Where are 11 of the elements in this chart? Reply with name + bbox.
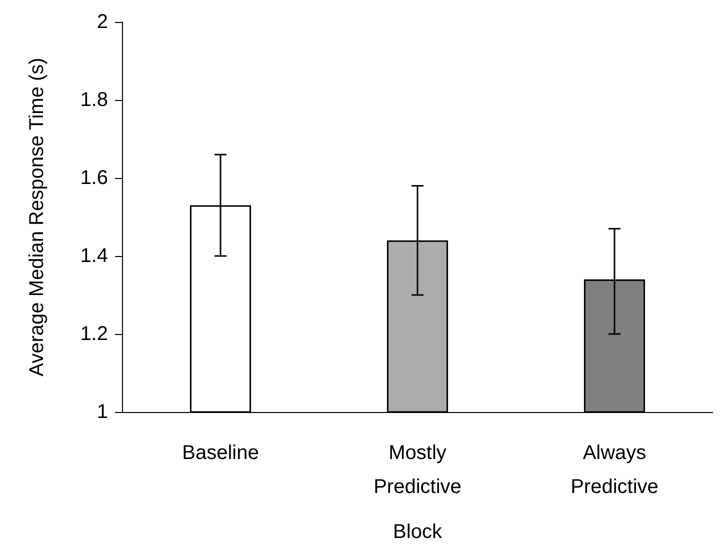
y-tick-label: 1.2 xyxy=(80,323,108,345)
y-tick-label: 2 xyxy=(96,11,108,33)
y-tick-label: 1.8 xyxy=(80,89,108,111)
y-tick-label: 1.4 xyxy=(80,245,108,267)
x-tick-label: Always Predictive xyxy=(570,442,658,498)
y-tick-label: 1 xyxy=(96,401,108,423)
x-tick-label: Baseline xyxy=(182,442,259,464)
y-tick-label: 1.6 xyxy=(80,167,108,189)
x-tick-label: Mostly Predictive xyxy=(374,442,462,498)
x-axis-title: Block xyxy=(393,521,443,543)
y-axis-title: Average Median Response Time (s) xyxy=(26,58,48,376)
